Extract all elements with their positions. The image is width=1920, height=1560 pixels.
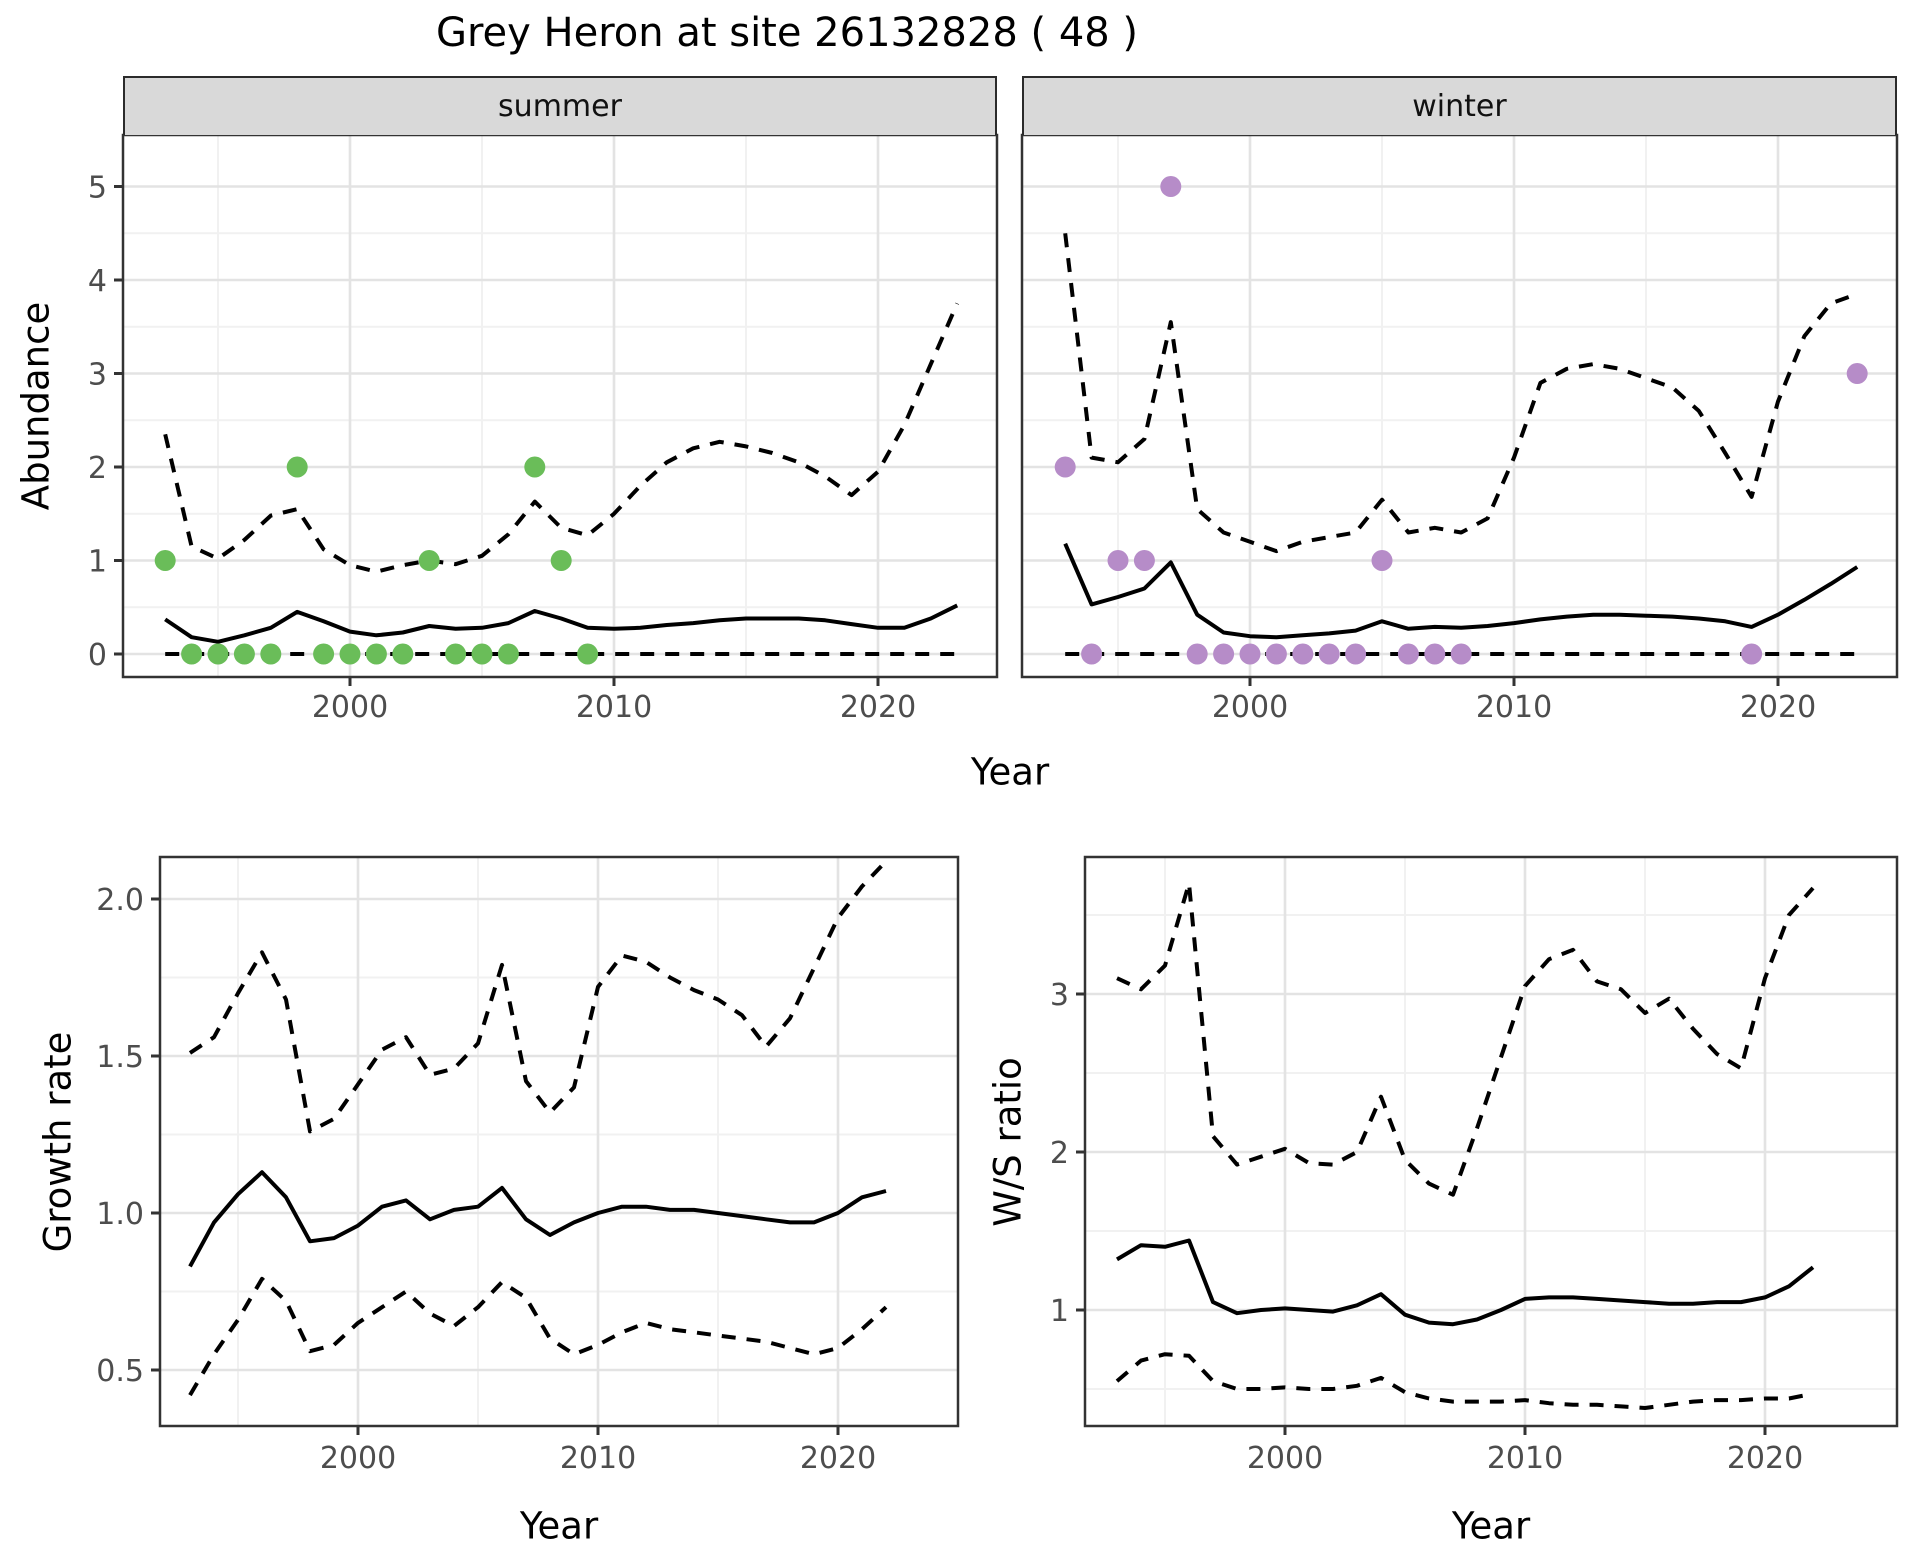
data-point xyxy=(1450,643,1472,665)
panel-background xyxy=(1022,135,1897,677)
data-point xyxy=(1213,643,1235,665)
y-tick-label: 2 xyxy=(88,451,107,486)
x-tick-label: 2020 xyxy=(800,1441,876,1476)
y-tick-label: 2.0 xyxy=(96,883,144,918)
panel-border xyxy=(121,133,999,679)
data-point xyxy=(1107,550,1129,571)
x-tick-label: 2010 xyxy=(560,1441,636,1476)
data-point xyxy=(1133,550,1155,571)
x-tick-label: 2020 xyxy=(1740,690,1816,725)
y-axis-title-abundance: Abundance xyxy=(14,301,58,511)
data-point xyxy=(365,643,387,665)
series-upper_ci xyxy=(1116,881,1815,1197)
x-tick-label: 2000 xyxy=(320,1441,396,1476)
x-tick-label: 2000 xyxy=(1247,1441,1323,1476)
y-tick-label: 1.5 xyxy=(96,1040,144,1075)
data-point xyxy=(1081,643,1103,665)
data-point xyxy=(445,643,467,665)
y-tick-label: 0 xyxy=(88,638,107,673)
panel-background xyxy=(160,857,958,1426)
data-point xyxy=(1186,643,1208,665)
data-point xyxy=(233,643,255,665)
x-axis-title-ws-year: Year xyxy=(1451,1504,1531,1548)
panel-background xyxy=(123,135,997,677)
y-tick-label: 3 xyxy=(88,358,107,393)
series-mean xyxy=(1063,542,1859,640)
data-point xyxy=(524,456,546,478)
data-point xyxy=(1054,456,1076,478)
series-mean xyxy=(188,1170,887,1268)
data-point xyxy=(1292,643,1314,665)
y-tick-label: 1.0 xyxy=(96,1197,144,1232)
data-point xyxy=(154,550,176,571)
data-point xyxy=(392,643,414,665)
data-point xyxy=(1397,643,1419,665)
x-axis-title-growth-year: Year xyxy=(519,1504,599,1548)
x-tick-label: 2000 xyxy=(1212,690,1288,725)
x-tick-label: 2010 xyxy=(576,690,652,725)
series-upper_ci xyxy=(1063,233,1858,554)
y-axis-title-ws-ratio: W/S ratio xyxy=(986,1057,1030,1227)
data-point xyxy=(471,643,493,665)
panel-border xyxy=(158,855,960,1428)
series-mean xyxy=(1115,1238,1815,1327)
x-tick-label: 2000 xyxy=(312,690,388,725)
data-point xyxy=(577,643,599,665)
data-point xyxy=(550,550,572,571)
facet-strip-summer: summer xyxy=(123,76,997,135)
series-lower_ci xyxy=(1115,1352,1814,1410)
data-point xyxy=(1741,643,1763,665)
data-point xyxy=(339,643,361,665)
data-point xyxy=(181,643,203,665)
x-tick-label: 2010 xyxy=(1487,1441,1563,1476)
data-point xyxy=(313,643,335,665)
y-tick-label: 2 xyxy=(1050,1136,1069,1171)
x-axis-title-top-year: Year xyxy=(970,750,1050,794)
data-point xyxy=(497,643,519,665)
y-axis-title-growth-rate: Growth rate xyxy=(36,1031,80,1253)
data-point xyxy=(1371,550,1393,571)
data-point xyxy=(1846,363,1868,384)
y-tick-label: 0.5 xyxy=(96,1354,144,1389)
page-title: Grey Heron at site 26132828 ( 48 ) xyxy=(435,10,1139,56)
panel-border xyxy=(1083,855,1899,1428)
series-upper_ci xyxy=(188,859,888,1134)
data-point xyxy=(1424,643,1446,665)
x-tick-label: 2020 xyxy=(1727,1441,1803,1476)
y-tick-label: 5 xyxy=(88,171,107,206)
y-tick-label: 1 xyxy=(88,545,107,580)
data-point xyxy=(1318,643,1340,665)
data-point xyxy=(418,550,440,571)
series-mean xyxy=(164,603,959,644)
data-point xyxy=(260,643,282,665)
facet-strip-winter: winter xyxy=(1022,76,1897,135)
x-tick-label: 2020 xyxy=(840,690,916,725)
data-point xyxy=(286,456,308,478)
y-tick-label: 3 xyxy=(1050,978,1069,1013)
y-tick-label: 4 xyxy=(88,264,107,299)
data-point xyxy=(1239,643,1261,665)
x-tick-label: 2010 xyxy=(1476,690,1552,725)
panel-border xyxy=(1020,133,1899,679)
data-point xyxy=(1160,176,1182,197)
panel-background xyxy=(1085,857,1897,1426)
data-point xyxy=(1265,643,1287,665)
data-point xyxy=(1345,643,1367,665)
y-tick-label: 1 xyxy=(1050,1294,1069,1329)
data-point xyxy=(207,643,229,665)
